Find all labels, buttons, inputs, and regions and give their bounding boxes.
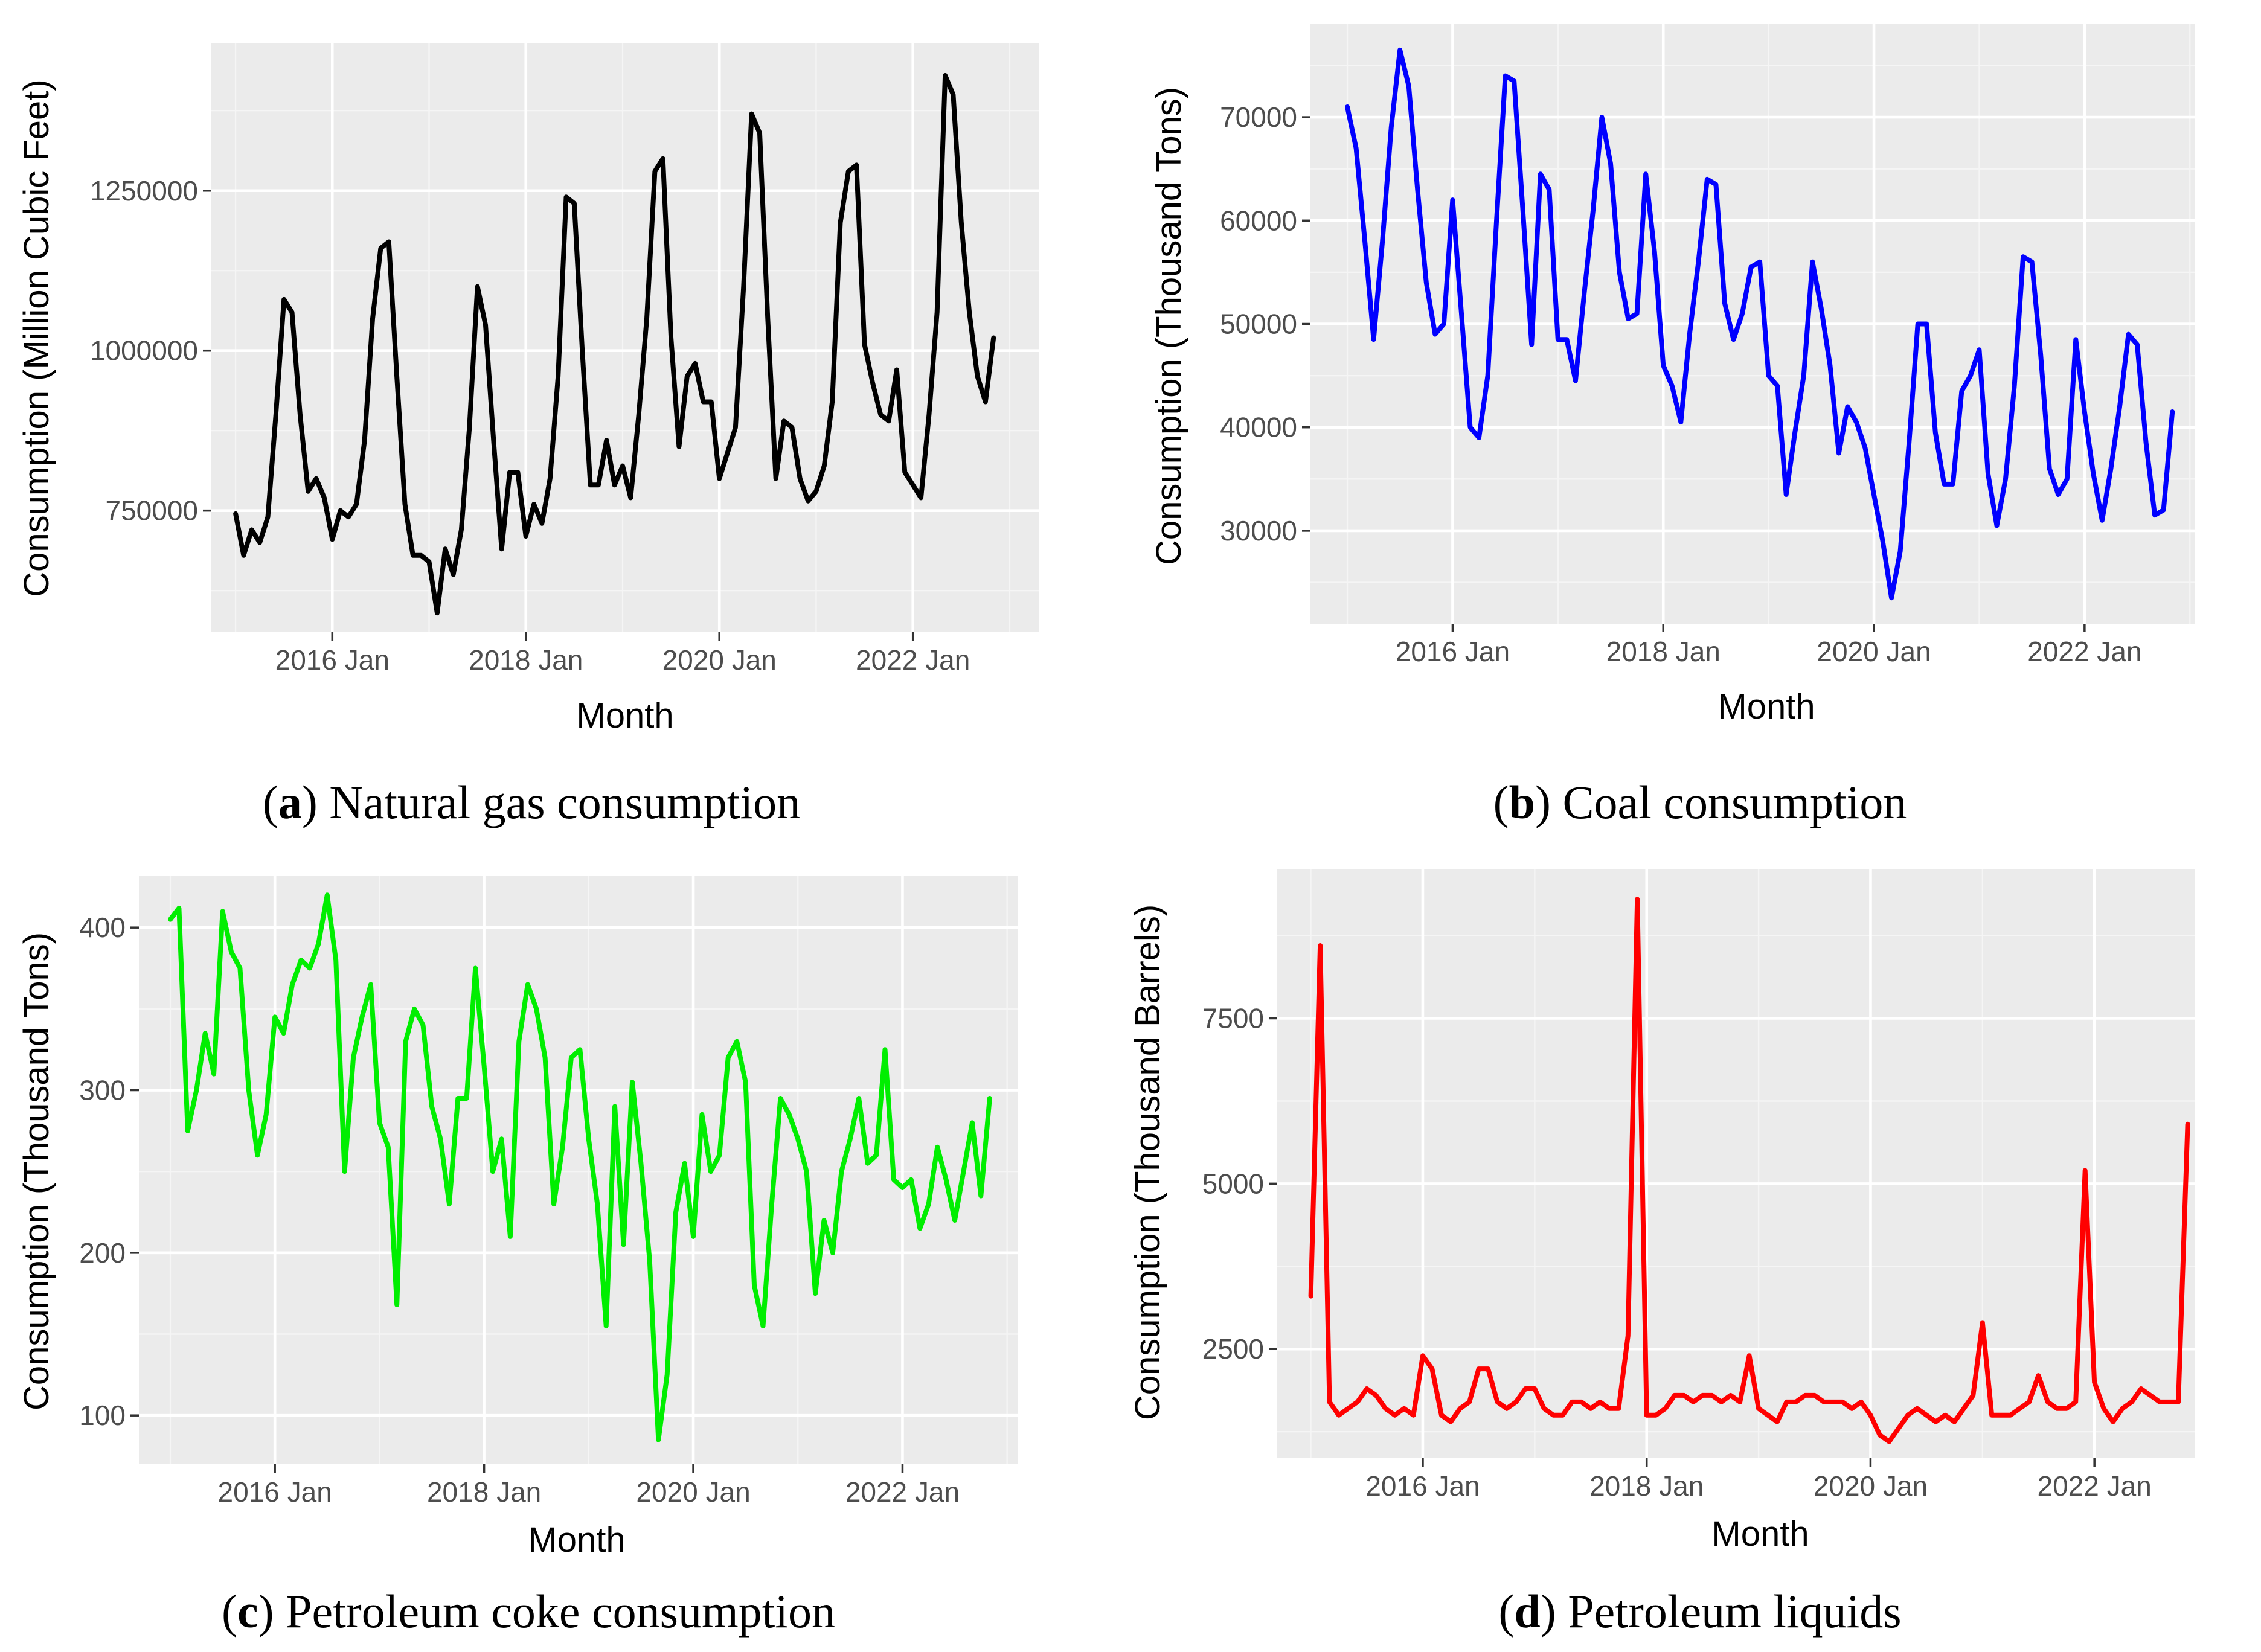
x-tick-label: 2020 Jan xyxy=(1814,1470,1928,1502)
x-tick-label: 2022 Jan xyxy=(845,1476,960,1508)
y-tick-label: 60000 xyxy=(1220,205,1297,236)
plot-background-d xyxy=(1277,869,2195,1458)
x-axis-title-b: Month xyxy=(1717,687,1815,726)
x-tick-label: 2018 Jan xyxy=(1606,636,1721,667)
caption-d: (d) Petroleum liquids xyxy=(1498,1585,1901,1638)
y-tick-label: 400 xyxy=(79,912,126,943)
y-tick-label: 5000 xyxy=(1202,1168,1264,1199)
x-tick-label: 2016 Jan xyxy=(275,644,390,676)
x-tick-label: 2020 Jan xyxy=(1817,636,1931,667)
minor-gridlines-d xyxy=(1277,869,2195,1458)
y-tick-labels-d: 2500 5000 7500 xyxy=(1202,1002,1264,1365)
y-axis-title-b: Consumption (Thousand Tons) xyxy=(1149,87,1188,565)
chart-panel-c: 2016 Jan 2018 Jan 2020 Jan 2022 Jan 100 200 3… xyxy=(17,876,1018,1638)
y-tick-label: 300 xyxy=(79,1075,126,1106)
y-axis-title-d: Consumption (Thousand Barrels) xyxy=(1128,904,1167,1420)
y-tick-label: 40000 xyxy=(1220,412,1297,443)
y-tick-label: 1000000 xyxy=(90,335,198,367)
y-tick-labels-c: 100 200 300 400 xyxy=(79,912,126,1431)
y-tick-label: 2500 xyxy=(1202,1333,1264,1365)
minor-gridlines-a xyxy=(211,43,1039,632)
x-tick-label: 2022 Jan xyxy=(856,644,970,676)
y-tick-labels-a: 750000 1000000 1250000 xyxy=(90,175,198,527)
caption-a: (a) Natural gas consumption xyxy=(263,776,800,828)
x-axis-title-a: Month xyxy=(576,696,673,735)
series-line-natural-gas xyxy=(233,73,996,616)
x-axis-title-c: Month xyxy=(528,1520,625,1560)
major-gridlines-b xyxy=(1310,24,2195,624)
x-axis-title-d: Month xyxy=(1711,1514,1809,1554)
y-tick-label: 200 xyxy=(79,1237,126,1269)
caption-c: (c) Petroleum coke consumption xyxy=(222,1585,835,1638)
minor-gridlines-c xyxy=(139,876,1018,1464)
series-line-petroleum-liquids xyxy=(1308,897,2190,1444)
chart-panel-b: 2016 Jan 2018 Jan 2020 Jan 2022 Jan 30000 40… xyxy=(1149,24,2195,828)
caption-b: (b) Coal consumption xyxy=(1493,776,1907,828)
x-tick-label: 2018 Jan xyxy=(1589,1470,1704,1502)
y-tick-label: 70000 xyxy=(1220,101,1297,133)
axis-ticks-a xyxy=(203,190,914,641)
axis-ticks-b xyxy=(1302,116,2086,632)
x-tick-label: 2020 Jan xyxy=(662,644,777,676)
axis-ticks-c xyxy=(130,926,904,1473)
y-tick-label: 30000 xyxy=(1220,515,1297,546)
y-tick-labels-b: 30000 40000 50000 60000 70000 xyxy=(1220,101,1297,546)
x-tick-label: 2020 Jan xyxy=(636,1476,750,1508)
y-axis-title-c: Consumption (Thousand Tons) xyxy=(17,932,56,1410)
x-tick-label: 2016 Jan xyxy=(218,1476,332,1508)
x-tick-labels-a: 2016 Jan 2018 Jan 2020 Jan 2022 Jan xyxy=(275,644,970,676)
caption-letter-b: b xyxy=(1509,776,1535,828)
x-tick-labels-b: 2016 Jan 2018 Jan 2020 Jan 2022 Jan xyxy=(1396,636,2142,667)
y-tick-label: 100 xyxy=(79,1400,126,1431)
x-tick-labels-c: 2016 Jan 2018 Jan 2020 Jan 2022 Jan xyxy=(218,1476,960,1508)
major-gridlines-c xyxy=(139,876,1018,1464)
y-tick-label: 1250000 xyxy=(90,175,198,206)
caption-letter-d: d xyxy=(1514,1585,1540,1638)
x-tick-label: 2016 Jan xyxy=(1396,636,1510,667)
x-tick-label: 2022 Jan xyxy=(2027,636,2141,667)
caption-letter-a: a xyxy=(278,776,302,828)
x-tick-label: 2018 Jan xyxy=(469,644,583,676)
y-tick-label: 50000 xyxy=(1220,309,1297,340)
axis-ticks-d xyxy=(1269,1017,2096,1467)
series-line-coal xyxy=(1345,47,2175,601)
plot-background-a xyxy=(211,43,1039,632)
y-tick-label: 7500 xyxy=(1202,1002,1264,1034)
caption-letter-c: c xyxy=(237,1585,258,1638)
y-axis-title-a: Consumption (Million Cubic Feet) xyxy=(17,79,56,597)
x-tick-labels-d: 2016 Jan 2018 Jan 2020 Jan 2022 Jan xyxy=(1365,1470,2151,1502)
chart-panel-a: 2016 Jan 2018 Jan 2020 Jan 2022 Jan 750000 1… xyxy=(17,43,1039,828)
x-tick-label: 2016 Jan xyxy=(1365,1470,1480,1502)
plot-background-c xyxy=(139,876,1018,1464)
x-tick-label: 2022 Jan xyxy=(2038,1470,2152,1502)
y-tick-label: 750000 xyxy=(106,495,199,527)
x-tick-label: 2018 Jan xyxy=(427,1476,541,1508)
series-line-petroleum-coke xyxy=(168,892,992,1442)
chart-panel-d: 2016 Jan 2018 Jan 2020 Jan 2022 Jan 2500 500… xyxy=(1128,869,2195,1638)
